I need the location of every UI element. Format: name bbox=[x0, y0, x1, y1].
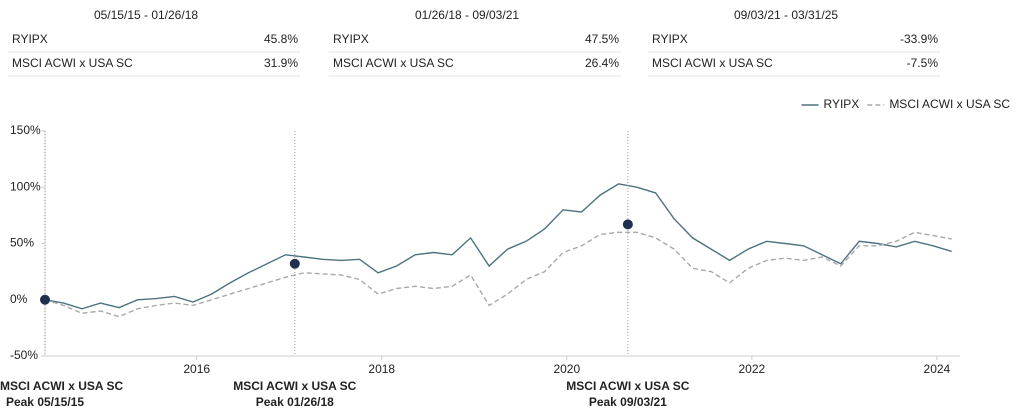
y-tick-label: 50% bbox=[10, 236, 34, 250]
x-tick-label: 2020 bbox=[553, 362, 580, 376]
row-name: RYIPX bbox=[652, 32, 688, 46]
peak-sublabel: Peak 09/03/21 bbox=[589, 395, 667, 409]
series-line bbox=[44, 183, 952, 310]
x-tick-label: 2016 bbox=[183, 362, 210, 376]
peak-label: MSCI ACWI x USA SC bbox=[566, 379, 689, 393]
row-name: RYIPX bbox=[12, 32, 48, 46]
row-name: RYIPX bbox=[333, 32, 369, 46]
row-value: 31.9% bbox=[264, 56, 298, 70]
y-tick-label: 0% bbox=[10, 292, 28, 306]
period-range: 09/03/21 - 03/31/25 bbox=[734, 8, 838, 22]
row-value: -7.5% bbox=[907, 56, 939, 70]
legend-label: MSCI ACWI x USA SC bbox=[889, 97, 1010, 111]
row-name: MSCI ACWI x USA SC bbox=[652, 56, 773, 70]
peak-label: MSCI ACWI x USA SC bbox=[0, 379, 123, 393]
peak-marker bbox=[289, 258, 300, 269]
row-value: 45.8% bbox=[264, 32, 298, 46]
y-tick-label: 150% bbox=[10, 123, 41, 137]
peak-marker bbox=[622, 219, 633, 230]
series-line bbox=[44, 231, 952, 318]
y-tick-label: -50% bbox=[10, 348, 38, 362]
peak-label: MSCI ACWI x USA SC bbox=[233, 379, 356, 393]
row-value: 26.4% bbox=[585, 56, 619, 70]
x-tick-label: 2024 bbox=[924, 362, 951, 376]
row-name: MSCI ACWI x USA SC bbox=[333, 56, 454, 70]
peak-sublabel: Peak 01/26/18 bbox=[256, 395, 334, 409]
row-value: -33.9% bbox=[900, 32, 938, 46]
x-tick-label: 2018 bbox=[368, 362, 395, 376]
period-range: 05/15/15 - 01/26/18 bbox=[94, 8, 198, 22]
row-value: 47.5% bbox=[585, 32, 619, 46]
period-range: 01/26/18 - 09/03/21 bbox=[415, 8, 519, 22]
x-tick-label: 2022 bbox=[738, 362, 765, 376]
legend-label: RYIPX bbox=[824, 97, 860, 111]
y-tick-label: 100% bbox=[10, 179, 41, 193]
peak-sublabel: Peak 05/15/15 bbox=[6, 395, 84, 409]
row-name: MSCI ACWI x USA SC bbox=[12, 56, 133, 70]
peak-marker bbox=[40, 294, 50, 305]
